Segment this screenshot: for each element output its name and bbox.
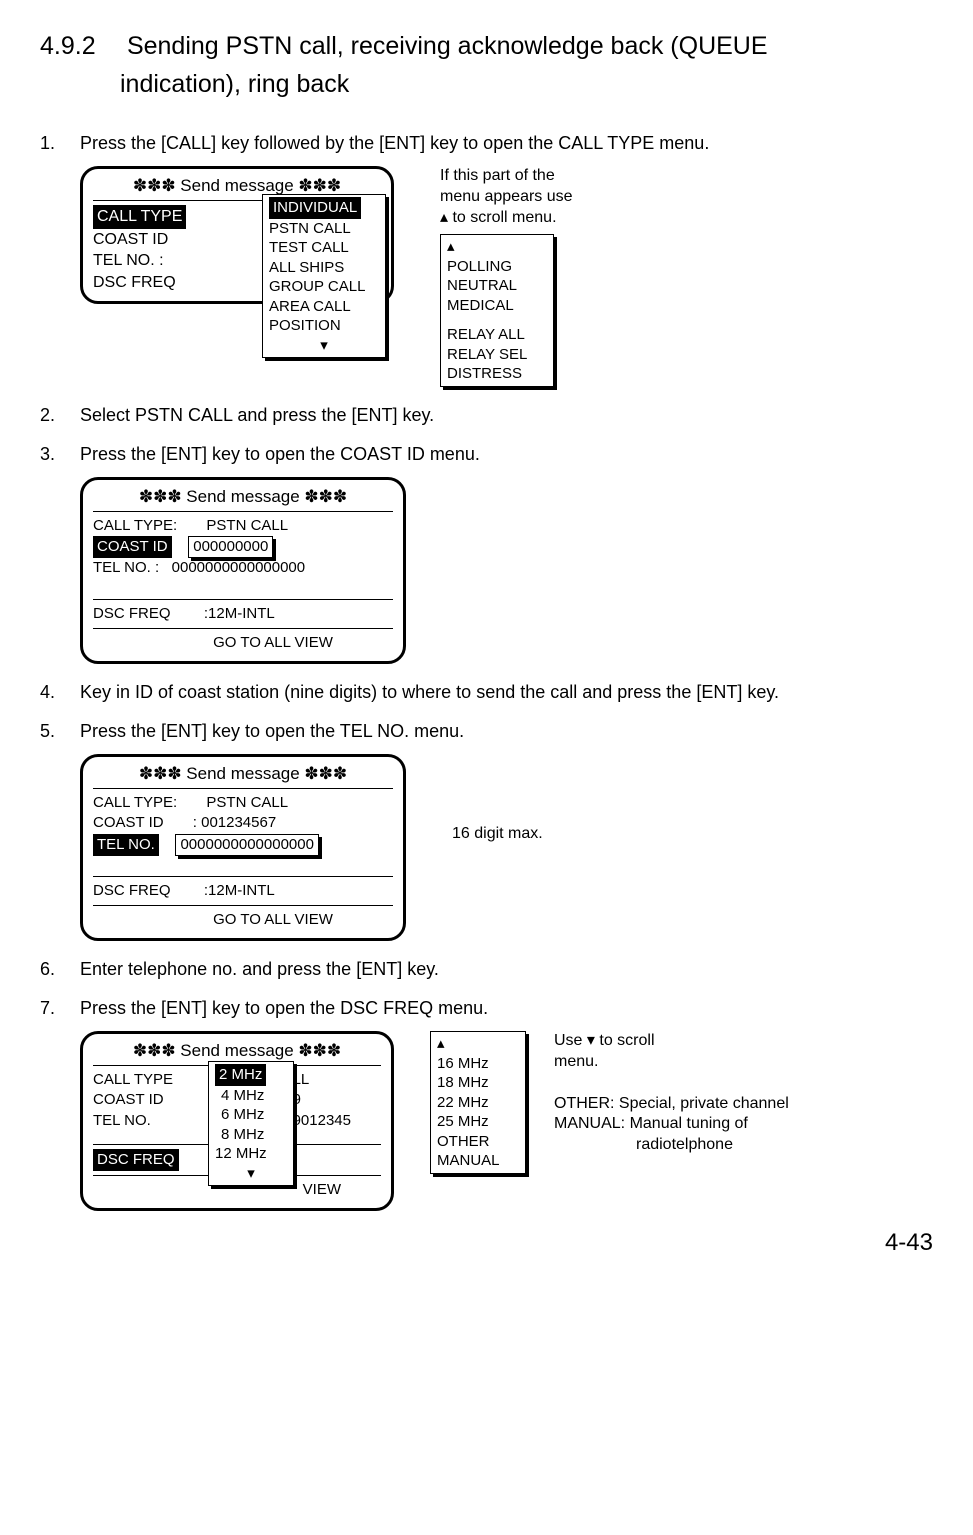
lcd4-m5[interactable]: OTHER: [437, 1132, 519, 1152]
lcd3-dsc-lbl: DSC FREQ: [93, 882, 171, 899]
step-5: 5.Press the [ENT] key to open the TEL NO…: [40, 721, 933, 742]
step-4: 4.Key in ID of coast station (nine digit…: [40, 682, 933, 703]
lcd3-goto[interactable]: GO TO ALL VIEW: [93, 910, 393, 930]
lcd1-m1[interactable]: POLLING: [447, 257, 547, 277]
lcd-panel-3: ✽✽✽ Send message ✽✽✽ CALL TYPE: PSTN CAL…: [80, 754, 406, 941]
section-title-line1: Sending PSTN call, receiving acknowledge…: [127, 32, 768, 60]
lcd3-coast-val: : 001234567: [193, 814, 276, 831]
lcd4-ct-lbl: CALL TYPE: [93, 1070, 173, 1090]
lcd4-coast-lbl: COAST ID: [93, 1090, 173, 1110]
lcd1-r1[interactable]: INDIVIDUAL: [269, 197, 361, 219]
top-annot-l2: menu appears use: [440, 188, 573, 205]
lcd4-f1[interactable]: 2 MHz: [215, 1064, 266, 1086]
lcd1-r7[interactable]: POSITION: [269, 316, 379, 336]
step-7-text: Press the [ENT] key to open the DSC FREQ…: [80, 998, 488, 1018]
lcd4-bg-2: 9: [293, 1090, 351, 1110]
step-1-text: Press the [CALL] key followed by the [EN…: [80, 133, 709, 153]
step-5-text: Press the [ENT] key to open the TEL NO. …: [80, 721, 464, 741]
lcd1-r3[interactable]: TEST CALL: [269, 238, 379, 258]
lcd3-tel-val: 0000000000000000: [180, 836, 313, 853]
lcd4-f4[interactable]: 8 MHz: [215, 1125, 287, 1145]
lcd1-r4[interactable]: ALL SHIPS: [269, 258, 379, 278]
lcd1-dropdown[interactable]: INDIVIDUAL PSTN CALL TEST CALL ALL SHIPS…: [262, 194, 386, 358]
step-7: 7.Press the [ENT] key to open the DSC FR…: [40, 998, 933, 1019]
lcd1-m3[interactable]: MEDICAL: [447, 296, 547, 316]
step-6: 6.Enter telephone no. and press the [ENT…: [40, 959, 933, 980]
step-2-text: Select PSTN CALL and press the [ENT] key…: [80, 405, 434, 425]
lcd2-goto[interactable]: GO TO ALL VIEW: [93, 633, 393, 653]
lcd1-m5[interactable]: RELAY SEL: [447, 345, 547, 365]
lcd2-dsc-lbl: DSC FREQ: [93, 605, 171, 622]
manual-annot-2: radiotelphone: [636, 1136, 733, 1153]
step-4-text: Key in ID of coast station (nine digits)…: [80, 682, 779, 702]
lcd4-f5[interactable]: 12 MHz: [215, 1144, 287, 1164]
lcd2-tel-lbl: TEL NO. :: [93, 559, 159, 576]
lcd4-f3[interactable]: 6 MHz: [215, 1105, 287, 1125]
lcd1-dsc: DSC FREQ: [93, 272, 203, 294]
lcd2-title: ✽✽✽ Send message ✽✽✽: [93, 486, 393, 512]
scroll-up-icon[interactable]: [447, 237, 547, 257]
lcd4-f2[interactable]: 4 MHz: [215, 1086, 287, 1106]
lcd1-m2[interactable]: NEUTRAL: [447, 276, 547, 296]
scroll-down-icon-2[interactable]: [215, 1164, 287, 1184]
lcd1-r6[interactable]: AREA CALL: [269, 297, 379, 317]
step-3-text: Press the [ENT] key to open the COAST ID…: [80, 444, 480, 464]
page-number: 4-43: [40, 1229, 933, 1257]
lcd3-tel-lbl: TEL NO.: [93, 834, 159, 856]
lcd2-coast-input[interactable]: 000000000: [188, 536, 273, 558]
step-3: 3.Press the [ENT] key to open the COAST …: [40, 444, 933, 465]
lcd1-m6[interactable]: DISTRESS: [447, 364, 547, 384]
lcd2-ct-lbl: CALL TYPE:: [93, 517, 177, 534]
lcd3-ct-val: PSTN CALL: [206, 794, 288, 811]
step-6-text: Enter telephone no. and press the [ENT] …: [80, 959, 439, 979]
lcd-panel-2: ✽✽✽ Send message ✽✽✽ CALL TYPE: PSTN CAL…: [80, 477, 406, 664]
lcd1-m4[interactable]: RELAY ALL: [447, 325, 547, 345]
section-heading: 4.9.2 Sending PSTN call, receiving ackno…: [40, 28, 933, 103]
lcd2-ct-val: PSTN CALL: [206, 517, 288, 534]
lcd4-m1[interactable]: 16 MHz: [437, 1054, 519, 1074]
lcd2-coast-lbl: COAST ID: [93, 536, 172, 558]
top-annot-l1: If this part of the: [440, 167, 555, 184]
other-annot: OTHER: Special, private channel: [554, 1095, 789, 1112]
lcd4-dsc-lbl: DSC FREQ: [93, 1149, 179, 1171]
lcd2-tel-val: 0000000000000000: [172, 559, 305, 576]
lcd1-tel: TEL NO. :: [93, 250, 203, 272]
lcd2-dsc-val: :12M-INTL: [204, 605, 275, 622]
scroll-up-icon-2[interactable]: [437, 1034, 519, 1054]
scroll-annot-1: Use ▾ to scroll: [554, 1032, 655, 1049]
section-title-line2: indication), ring back: [120, 70, 349, 98]
lcd1-coast: COAST ID: [93, 229, 203, 251]
section-number: 4.9.2: [40, 28, 120, 66]
lcd4-bg: LL 9 9012345: [293, 1070, 351, 1131]
manual-annot-1: MANUAL: Manual tuning of: [554, 1115, 748, 1132]
lcd1-r2[interactable]: PSTN CALL: [269, 219, 379, 239]
lcd2-coast-val: 000000000: [193, 538, 268, 555]
lcd3-tel-input[interactable]: 0000000000000000: [175, 834, 318, 856]
lcd4-freq-dropdown[interactable]: 2 MHz 4 MHz 6 MHz 8 MHz 12 MHz: [208, 1061, 294, 1186]
lcd4-tel-lbl: TEL NO.: [93, 1111, 173, 1131]
top-annot: If this part of the menu appears use ▴ t…: [440, 166, 573, 228]
lcd3-title: ✽✽✽ Send message ✽✽✽: [93, 763, 393, 789]
lcd3-coast-lbl: COAST ID: [93, 814, 164, 831]
lcd1-more-box: POLLING NEUTRAL MEDICAL RELAY ALL RELAY …: [440, 234, 554, 387]
scroll-down-icon[interactable]: [269, 336, 379, 356]
lcd4-bg-1: LL: [293, 1070, 351, 1090]
lcd4-m3[interactable]: 22 MHz: [437, 1093, 519, 1113]
lcd1-call-type: CALL TYPE: [93, 205, 186, 229]
lcd1-r5[interactable]: GROUP CALL: [269, 277, 379, 297]
step-2: 2.Select PSTN CALL and press the [ENT] k…: [40, 405, 933, 426]
lcd4-m2[interactable]: 18 MHz: [437, 1073, 519, 1093]
right-annot: Use ▾ to scroll menu. OTHER: Special, pr…: [554, 1031, 789, 1156]
scroll-annot-2: menu.: [554, 1053, 598, 1070]
lcd4-more-box: 16 MHz 18 MHz 22 MHz 25 MHz OTHER MANUAL: [430, 1031, 526, 1174]
lcd3-ct-lbl: CALL TYPE:: [93, 794, 177, 811]
sixteen-annot: 16 digit max.: [452, 824, 543, 845]
lcd4-bg-3: 9012345: [293, 1111, 351, 1131]
lcd4-m6[interactable]: MANUAL: [437, 1151, 519, 1171]
step-1: 1.Press the [CALL] key followed by the […: [40, 133, 933, 154]
top-annot-l3: ▴ to scroll menu.: [440, 209, 557, 226]
lcd3-dsc-val: :12M-INTL: [204, 882, 275, 899]
lcd4-m4[interactable]: 25 MHz: [437, 1112, 519, 1132]
